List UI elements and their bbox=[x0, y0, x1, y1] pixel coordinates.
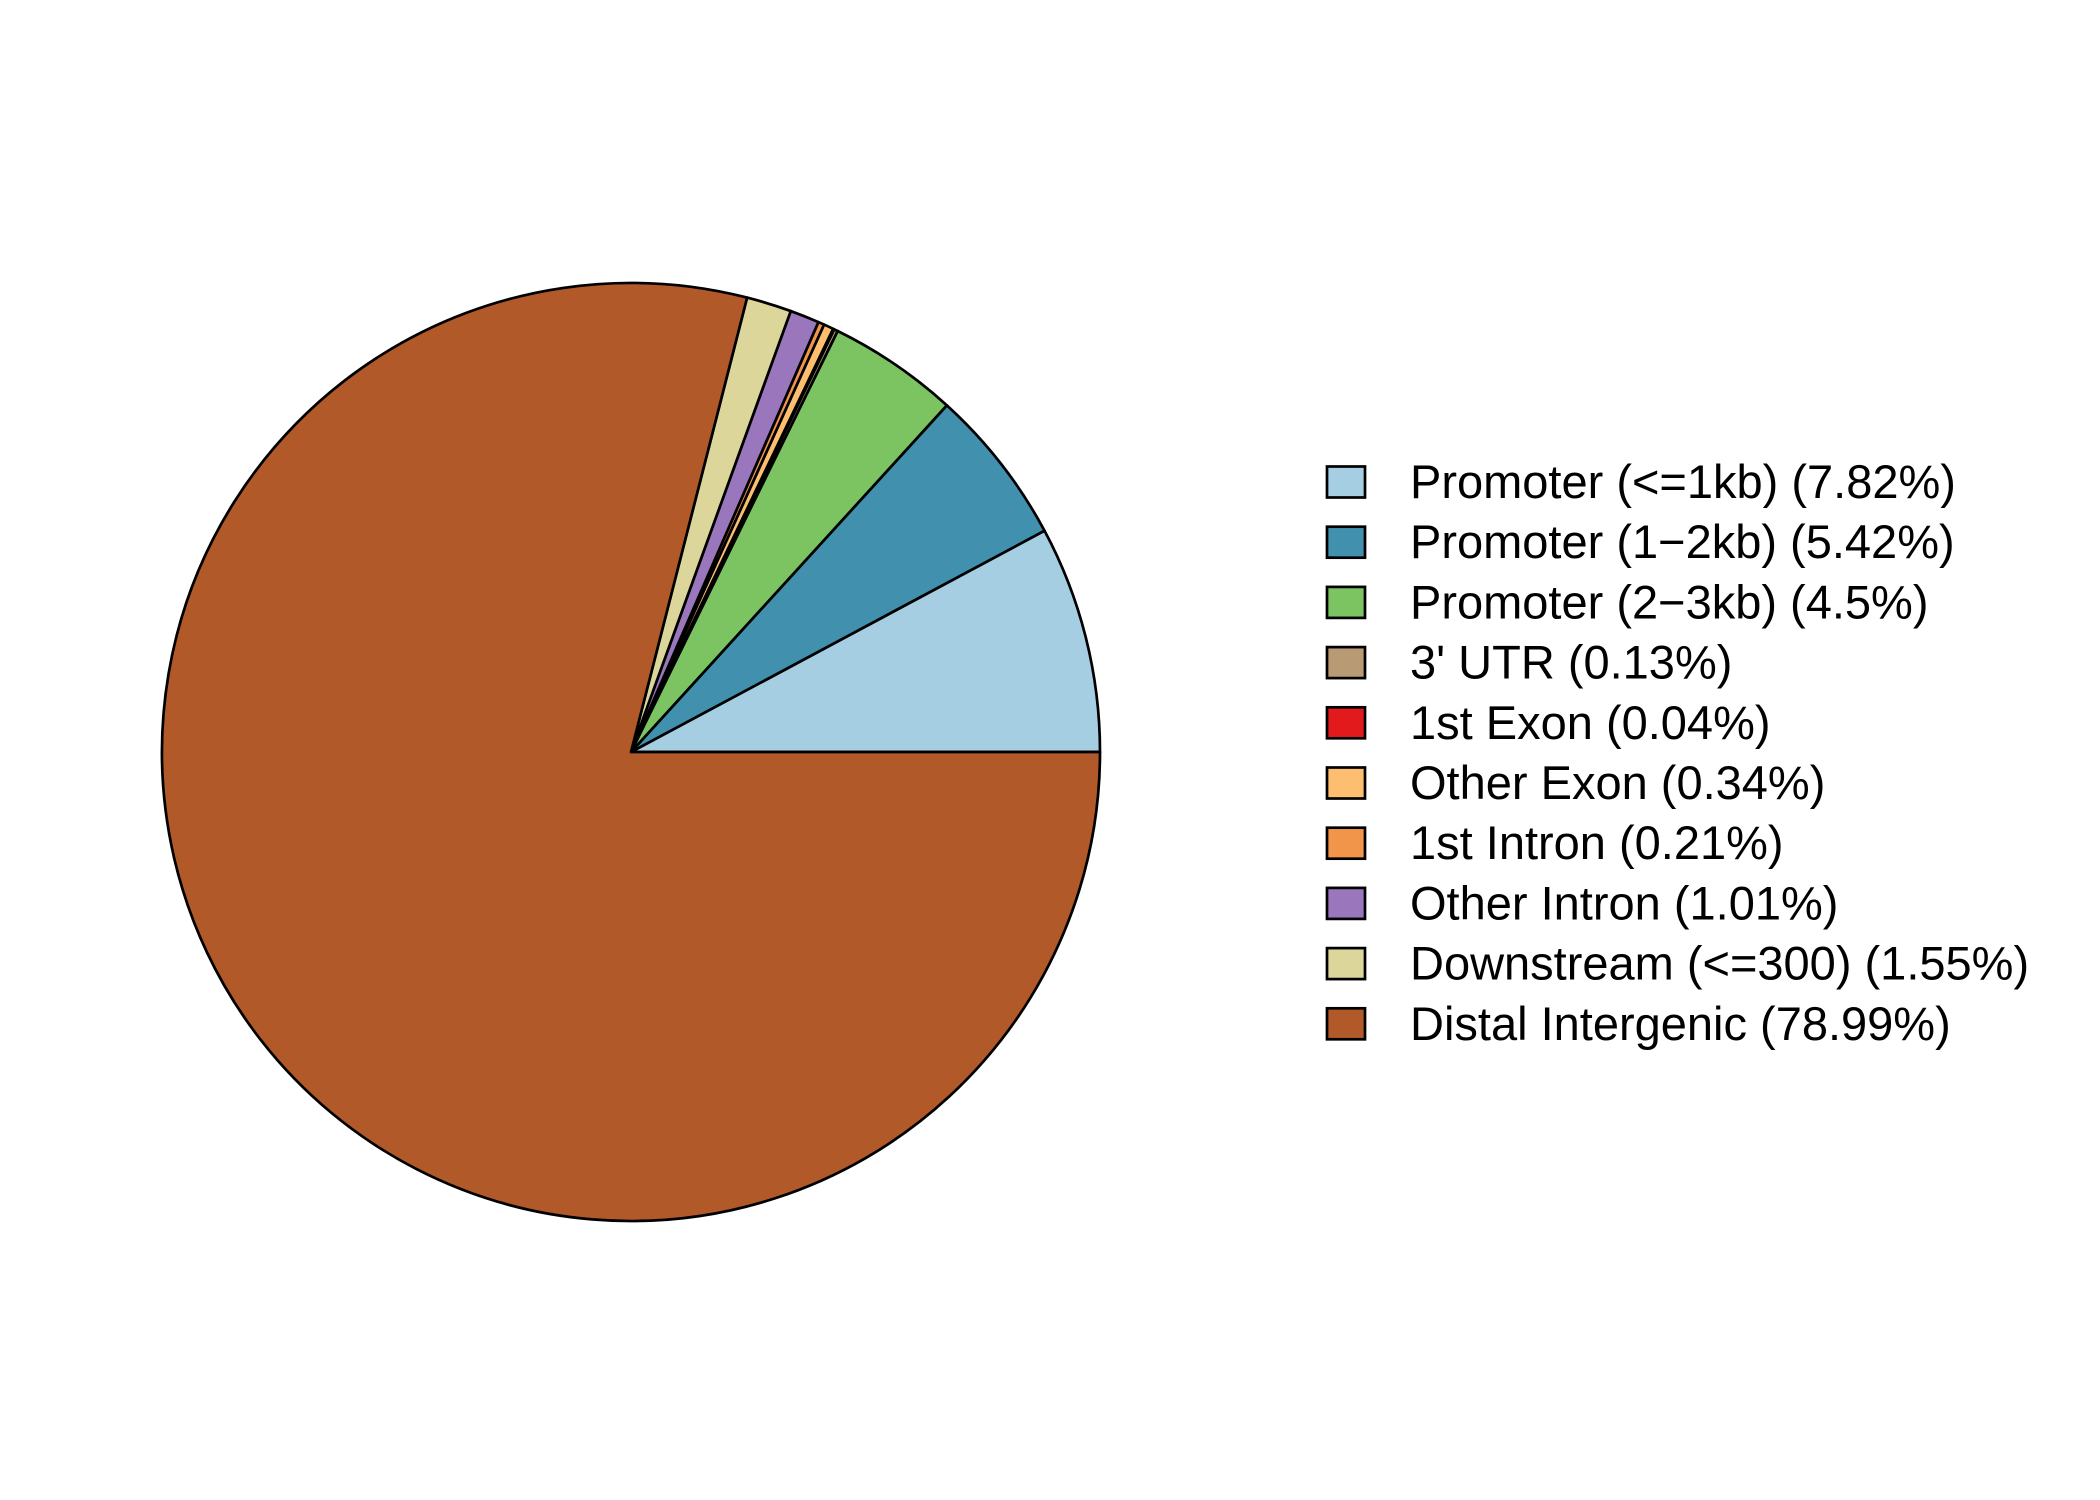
legend-item: 1st Intron (0.21%) bbox=[1325, 816, 1784, 869]
legend-item: Promoter (2−3kb) (4.5%) bbox=[1325, 575, 1929, 628]
legend-item: Other Exon (0.34%) bbox=[1325, 756, 1825, 809]
legend-swatch bbox=[1325, 946, 1367, 981]
legend-swatch bbox=[1325, 766, 1367, 800]
legend-item: Promoter (1−2kb) (5.42%) bbox=[1325, 515, 1955, 568]
legend-swatch bbox=[1325, 705, 1367, 740]
pie-slice-promoter bbox=[629, 529, 1102, 754]
legend-label: Promoter (2−3kb) (4.5%) bbox=[1410, 575, 1929, 628]
legend-item: 3' UTR (0.13%) bbox=[1325, 636, 1732, 689]
legend-label: Distal Intergenic (78.99%) bbox=[1410, 997, 1951, 1050]
legend-label: Promoter (<=1kb) (7.82%) bbox=[1410, 455, 1956, 508]
legend-label: Other Intron (1.01%) bbox=[1410, 876, 1838, 929]
legend-label: Other Exon (0.34%) bbox=[1410, 756, 1825, 809]
legend-item: 1st Exon (0.04%) bbox=[1325, 696, 1771, 749]
legend-swatch bbox=[1325, 1006, 1367, 1041]
legend-label: Downstream (<=300) (1.55%) bbox=[1410, 937, 2029, 990]
legend-swatch bbox=[1325, 525, 1367, 560]
legend: Promoter (<=1kb) (7.82%) Promoter (1−2kb)… bbox=[1325, 455, 2029, 1050]
legend-label: 1st Exon (0.04%) bbox=[1410, 696, 1771, 749]
legend-swatch bbox=[1325, 585, 1367, 620]
legend-swatch bbox=[1325, 465, 1367, 499]
legend-item: Promoter (<=1kb) (7.82%) bbox=[1325, 455, 1956, 508]
legend-swatch bbox=[1325, 886, 1367, 921]
legend-label: Promoter (1−2kb) (5.42%) bbox=[1410, 515, 1955, 568]
legend-item: Distal Intergenic (78.99%) bbox=[1325, 997, 1951, 1050]
legend-item: Downstream (<=300) (1.55%) bbox=[1325, 937, 2029, 990]
legend-label: 1st Intron (0.21%) bbox=[1410, 816, 1784, 869]
legend-item: Other Intron (1.01%) bbox=[1325, 876, 1838, 929]
pie-slice-distal-intergenic bbox=[160, 281, 1102, 1223]
legend-label: 3' UTR (0.13%) bbox=[1410, 636, 1732, 689]
pie-slice-promoter bbox=[629, 403, 1046, 754]
pie-slices bbox=[160, 281, 1102, 1223]
legend-swatch bbox=[1325, 645, 1367, 680]
legend-swatch bbox=[1325, 826, 1367, 861]
